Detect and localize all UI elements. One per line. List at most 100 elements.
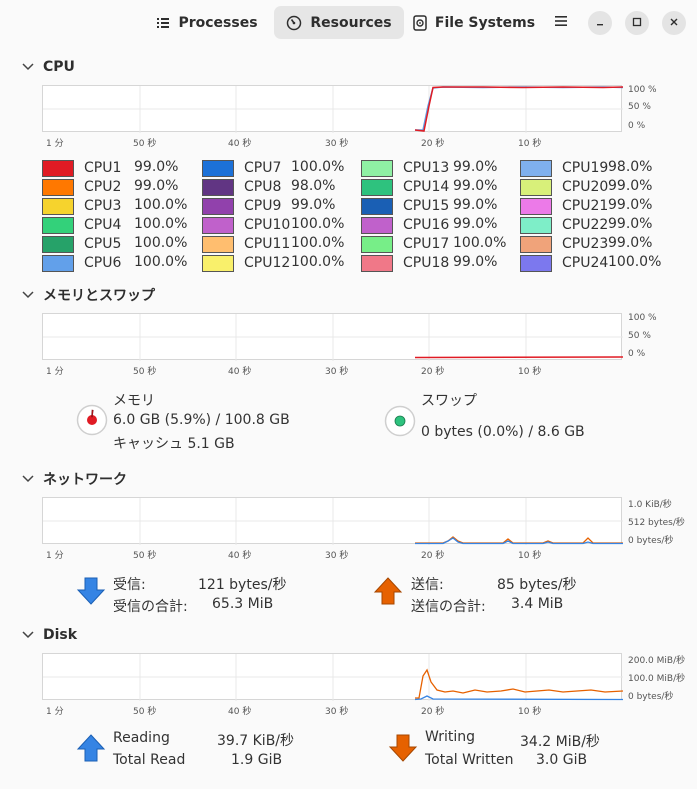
network-title: ネットワーク [43, 472, 127, 488]
minimize-button[interactable] [588, 11, 612, 35]
cpu-color-swatch[interactable] [42, 216, 74, 234]
cpu-color-swatch[interactable] [520, 159, 552, 177]
cpu-legend-item[interactable]: CPU21 [520, 197, 608, 215]
cpu-usage-value: 100.0% [291, 235, 345, 251]
cpu-color-swatch[interactable] [361, 254, 393, 272]
cpu-usage-value: 99.0% [608, 235, 653, 251]
cpu-legend-item[interactable]: CPU17 [361, 235, 449, 253]
cpu-section-header[interactable]: CPU [22, 59, 75, 75]
disk-write-label: Writing [425, 729, 475, 745]
cpu-legend-item[interactable]: CPU13 [361, 159, 449, 177]
network-xtick: 20 秒 [421, 551, 445, 561]
cpu-name: CPU3 [84, 198, 122, 214]
disk-read-label: Reading [113, 730, 170, 746]
cpu-color-swatch[interactable] [42, 197, 74, 215]
cpu-legend-item[interactable]: CPU4 [42, 216, 121, 234]
cpu-legend-item[interactable]: CPU8 [202, 178, 281, 196]
cpu-color-swatch[interactable] [361, 216, 393, 234]
menu-button[interactable] [550, 11, 572, 35]
cpu-xtick: 50 秒 [133, 139, 157, 149]
network-xtick: 50 秒 [133, 551, 157, 561]
tab-processes[interactable]: Processes [150, 6, 264, 39]
cpu-legend-item[interactable]: CPU14 [361, 178, 449, 196]
cpu-legend-item[interactable]: CPU2 [42, 178, 121, 196]
disk-total-written-value: 3.0 GiB [536, 752, 588, 768]
cpu-legend-item[interactable]: CPU11 [202, 235, 290, 253]
list-icon [156, 16, 170, 30]
memory-xtick: 50 秒 [133, 367, 157, 377]
cpu-legend-item[interactable]: CPU7 [202, 159, 281, 177]
cpu-color-swatch[interactable] [361, 197, 393, 215]
cpu-legend-item[interactable]: CPU9 [202, 197, 281, 215]
upload-arrow-icon [373, 576, 403, 610]
disk-section-header[interactable]: Disk [22, 627, 77, 643]
tab-file-systems[interactable]: File Systems [412, 6, 536, 39]
cpu-legend-item[interactable]: CPU16 [361, 216, 449, 234]
cpu-color-swatch[interactable] [42, 254, 74, 272]
chevron-down-icon [22, 287, 36, 303]
disk-xtick: 1 分 [46, 707, 64, 717]
cpu-color-swatch[interactable] [202, 216, 234, 234]
cpu-name: CPU15 [403, 198, 450, 214]
cpu-usage-value: 99.0% [608, 216, 653, 232]
network-graph-svg [43, 498, 623, 545]
cpu-legend-item[interactable]: CPU10 [202, 216, 290, 234]
maximize-button[interactable] [625, 11, 649, 35]
cpu-color-swatch[interactable] [520, 216, 552, 234]
tab-resources[interactable]: Resources [274, 6, 404, 39]
cpu-name: CPU22 [562, 217, 609, 233]
cpu-usage-value: 100.0% [608, 254, 662, 270]
cpu-usage-value: 99.0% [291, 197, 336, 213]
cpu-name: CPU19 [562, 160, 609, 176]
cpu-color-swatch[interactable] [42, 178, 74, 196]
cpu-color-swatch[interactable] [520, 235, 552, 253]
network-section-header[interactable]: ネットワーク [22, 469, 127, 489]
memory-section-header[interactable]: メモリとスワップ [22, 285, 155, 305]
cpu-legend-item[interactable]: CPU23 [520, 235, 608, 253]
cpu-name: CPU5 [84, 236, 122, 252]
cpu-legend-item[interactable]: CPU18 [361, 254, 449, 272]
cpu-legend-item[interactable]: CPU1 [42, 159, 121, 177]
cpu-legend-item[interactable]: CPU12 [202, 254, 290, 272]
cpu-legend-item[interactable]: CPU5 [42, 235, 121, 253]
close-button[interactable] [662, 11, 686, 35]
cpu-xtick: 30 秒 [325, 139, 349, 149]
cpu-color-swatch[interactable] [520, 254, 552, 272]
cpu-usage-value: 99.0% [608, 197, 653, 213]
cpu-color-swatch[interactable] [42, 159, 74, 177]
cpu-usage-value: 98.0% [291, 178, 336, 194]
disk-read-value: 39.7 KiB/秒 [217, 733, 295, 749]
cpu-color-swatch[interactable] [202, 254, 234, 272]
cpu-color-swatch[interactable] [520, 197, 552, 215]
cpu-usage-value: 99.0% [453, 197, 498, 213]
cpu-color-swatch[interactable] [361, 159, 393, 177]
cpu-usage-value: 99.0% [453, 159, 498, 175]
cpu-color-swatch[interactable] [361, 235, 393, 253]
cpu-color-swatch[interactable] [202, 178, 234, 196]
disk-xtick: 50 秒 [133, 707, 157, 717]
cpu-color-swatch[interactable] [42, 235, 74, 253]
close-icon [669, 15, 679, 31]
cpu-color-swatch[interactable] [361, 178, 393, 196]
cpu-color-swatch[interactable] [202, 197, 234, 215]
cpu-legend-item[interactable]: CPU6 [42, 254, 121, 272]
disk-write-value: 34.2 MiB/秒 [520, 734, 600, 750]
cpu-usage-value: 100.0% [291, 159, 345, 175]
cpu-title: CPU [43, 59, 75, 75]
network-graph [42, 497, 623, 545]
cpu-legend-item[interactable]: CPU15 [361, 197, 449, 215]
memory-ytick-100: 100 % [628, 313, 657, 323]
cpu-legend-item[interactable]: CPU19 [520, 159, 608, 177]
cpu-legend-item[interactable]: CPU3 [42, 197, 121, 215]
cpu-color-swatch[interactable] [520, 178, 552, 196]
cpu-name: CPU2 [84, 179, 122, 195]
cpu-color-swatch[interactable] [202, 235, 234, 253]
cpu-name: CPU24 [562, 255, 609, 271]
cpu-usage-value: 100.0% [291, 254, 345, 270]
cpu-legend-item[interactable]: CPU20 [520, 178, 608, 196]
cpu-legend-item[interactable]: CPU22 [520, 216, 608, 234]
cpu-name: CPU14 [403, 179, 450, 195]
cpu-legend-item[interactable]: CPU24 [520, 254, 608, 272]
cpu-color-swatch[interactable] [202, 159, 234, 177]
cpu-xtick: 1 分 [46, 139, 64, 149]
